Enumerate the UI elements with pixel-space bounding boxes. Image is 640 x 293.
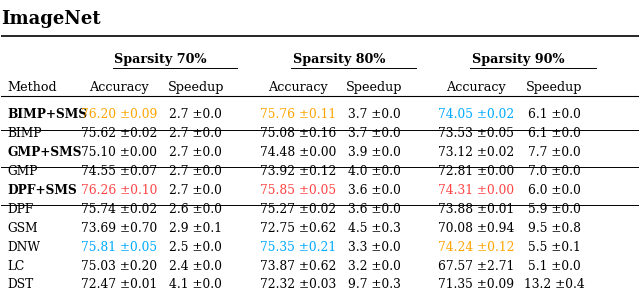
Text: 74.31 ±0.00: 74.31 ±0.00: [438, 184, 514, 197]
Text: GMP: GMP: [8, 165, 38, 178]
Text: Accuracy: Accuracy: [90, 81, 149, 93]
Text: 75.62 ±0.02: 75.62 ±0.02: [81, 127, 157, 140]
Text: 9.7 ±0.3: 9.7 ±0.3: [348, 278, 401, 292]
Text: 3.7 ±0.0: 3.7 ±0.0: [348, 127, 401, 140]
Text: 74.55 ±0.07: 74.55 ±0.07: [81, 165, 157, 178]
Text: 73.69 ±0.70: 73.69 ±0.70: [81, 222, 157, 235]
Text: 75.27 ±0.02: 75.27 ±0.02: [260, 203, 336, 216]
Text: 75.35 ±0.21: 75.35 ±0.21: [260, 241, 336, 254]
Text: 2.7 ±0.0: 2.7 ±0.0: [170, 108, 222, 121]
Text: 5.9 ±0.0: 5.9 ±0.0: [528, 203, 581, 216]
Text: BIMP+SMS: BIMP+SMS: [8, 108, 88, 121]
Text: 4.1 ±0.0: 4.1 ±0.0: [170, 278, 222, 292]
Text: 2.7 ±0.0: 2.7 ±0.0: [170, 184, 222, 197]
Text: 73.12 ±0.02: 73.12 ±0.02: [438, 146, 515, 159]
Text: GSM: GSM: [8, 222, 38, 235]
Text: 75.03 ±0.20: 75.03 ±0.20: [81, 260, 157, 272]
Text: 76.26 ±0.10: 76.26 ±0.10: [81, 184, 157, 197]
Text: 75.76 ±0.11: 75.76 ±0.11: [260, 108, 336, 121]
Text: 75.10 ±0.00: 75.10 ±0.00: [81, 146, 157, 159]
Text: DPF+SMS: DPF+SMS: [8, 184, 77, 197]
Text: Accuracy: Accuracy: [446, 81, 506, 93]
Text: 70.08 ±0.94: 70.08 ±0.94: [438, 222, 515, 235]
Text: 7.7 ±0.0: 7.7 ±0.0: [528, 146, 581, 159]
Text: 6.1 ±0.0: 6.1 ±0.0: [528, 127, 581, 140]
Text: Sparsity 70%: Sparsity 70%: [115, 53, 207, 66]
Text: 4.5 ±0.3: 4.5 ±0.3: [348, 222, 401, 235]
Text: DPF: DPF: [8, 203, 34, 216]
Text: Accuracy: Accuracy: [268, 81, 328, 93]
Text: 2.9 ±0.1: 2.9 ±0.1: [169, 222, 222, 235]
Text: 74.05 ±0.02: 74.05 ±0.02: [438, 108, 515, 121]
Text: 67.57 ±2.71: 67.57 ±2.71: [438, 260, 515, 272]
Text: 74.48 ±0.00: 74.48 ±0.00: [259, 146, 336, 159]
Text: 73.87 ±0.62: 73.87 ±0.62: [259, 260, 336, 272]
Text: 72.81 ±0.00: 72.81 ±0.00: [438, 165, 515, 178]
Text: Method: Method: [8, 81, 58, 93]
Text: 2.7 ±0.0: 2.7 ±0.0: [170, 146, 222, 159]
Text: DNW: DNW: [8, 241, 41, 254]
Text: 72.47 ±0.01: 72.47 ±0.01: [81, 278, 157, 292]
Text: 3.3 ±0.0: 3.3 ±0.0: [348, 241, 401, 254]
Text: 3.7 ±0.0: 3.7 ±0.0: [348, 108, 401, 121]
Text: 3.2 ±0.0: 3.2 ±0.0: [348, 260, 401, 272]
Text: 9.5 ±0.8: 9.5 ±0.8: [528, 222, 581, 235]
Text: 75.08 ±0.16: 75.08 ±0.16: [260, 127, 336, 140]
Text: 3.9 ±0.0: 3.9 ±0.0: [348, 146, 401, 159]
Text: 13.2 ±0.4: 13.2 ±0.4: [524, 278, 585, 292]
Text: 6.0 ±0.0: 6.0 ±0.0: [528, 184, 581, 197]
Text: Speedup: Speedup: [346, 81, 403, 93]
Text: 2.5 ±0.0: 2.5 ±0.0: [170, 241, 222, 254]
Text: 2.6 ±0.0: 2.6 ±0.0: [169, 203, 222, 216]
Text: 73.53 ±0.05: 73.53 ±0.05: [438, 127, 514, 140]
Text: 4.0 ±0.0: 4.0 ±0.0: [348, 165, 401, 178]
Text: BIMP: BIMP: [8, 127, 42, 140]
Text: GMP+SMS: GMP+SMS: [8, 146, 83, 159]
Text: 3.6 ±0.0: 3.6 ±0.0: [348, 203, 401, 216]
Text: 75.85 ±0.05: 75.85 ±0.05: [260, 184, 336, 197]
Text: 3.6 ±0.0: 3.6 ±0.0: [348, 184, 401, 197]
Text: 76.20 ±0.09: 76.20 ±0.09: [81, 108, 157, 121]
Text: 75.81 ±0.05: 75.81 ±0.05: [81, 241, 157, 254]
Text: 71.35 ±0.09: 71.35 ±0.09: [438, 278, 514, 292]
Text: 7.0 ±0.0: 7.0 ±0.0: [528, 165, 581, 178]
Text: Speedup: Speedup: [168, 81, 224, 93]
Text: 73.88 ±0.01: 73.88 ±0.01: [438, 203, 515, 216]
Text: ImageNet: ImageNet: [1, 10, 101, 28]
Text: 72.32 ±0.03: 72.32 ±0.03: [260, 278, 336, 292]
Text: 75.74 ±0.02: 75.74 ±0.02: [81, 203, 157, 216]
Text: 74.24 ±0.12: 74.24 ±0.12: [438, 241, 515, 254]
Text: 2.7 ±0.0: 2.7 ±0.0: [170, 127, 222, 140]
Text: 5.1 ±0.0: 5.1 ±0.0: [528, 260, 581, 272]
Text: 2.7 ±0.0: 2.7 ±0.0: [170, 165, 222, 178]
Text: Sparsity 80%: Sparsity 80%: [293, 53, 385, 66]
Text: 72.75 ±0.62: 72.75 ±0.62: [259, 222, 336, 235]
Text: Sparsity 90%: Sparsity 90%: [472, 53, 564, 66]
Text: 73.92 ±0.12: 73.92 ±0.12: [259, 165, 336, 178]
Text: 5.5 ±0.1: 5.5 ±0.1: [528, 241, 581, 254]
Text: DST: DST: [8, 278, 34, 292]
Text: 6.1 ±0.0: 6.1 ±0.0: [528, 108, 581, 121]
Text: LC: LC: [8, 260, 25, 272]
Text: 2.4 ±0.0: 2.4 ±0.0: [169, 260, 222, 272]
Text: Speedup: Speedup: [526, 81, 583, 93]
